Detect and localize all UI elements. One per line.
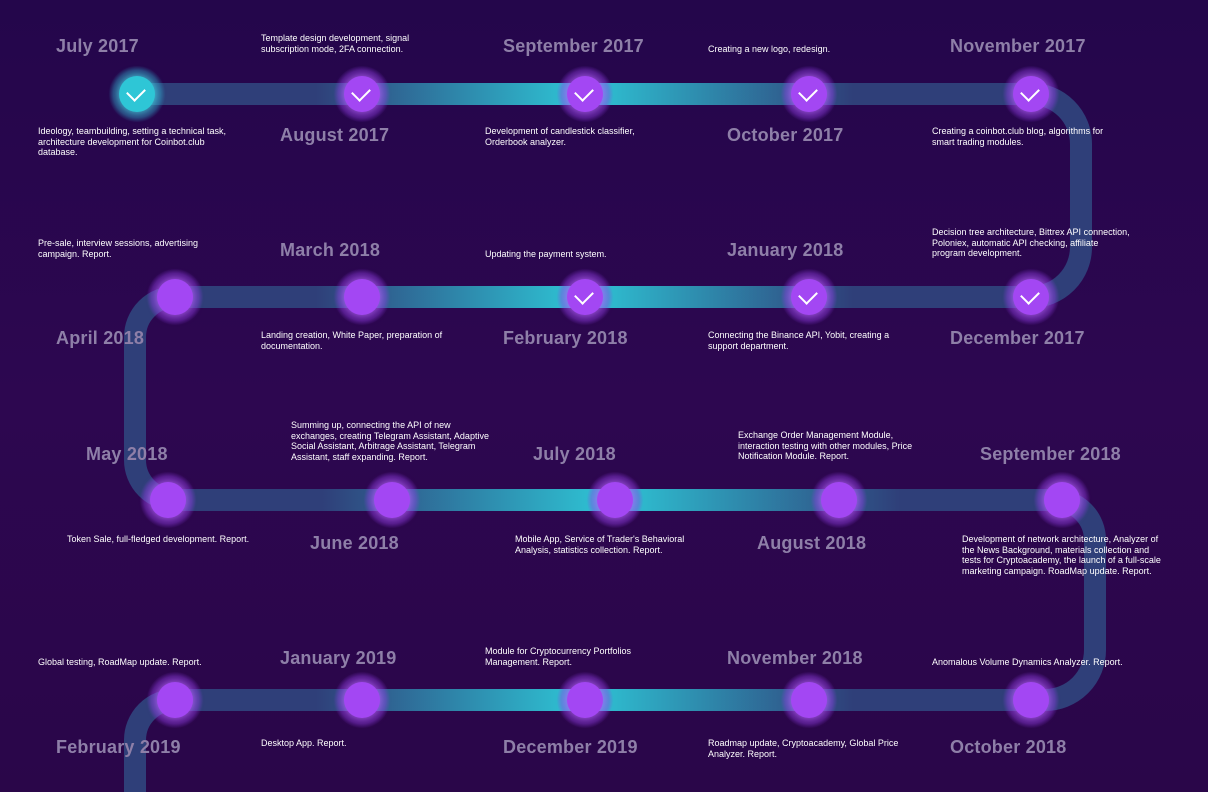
milestone-node-sep-2017[interactable] — [557, 66, 613, 122]
milestone-node-jul-2017[interactable] — [109, 66, 165, 122]
milestone-description-sep-2018: Development of network architecture, Ana… — [962, 534, 1161, 576]
milestone-node-jan-2018[interactable] — [781, 269, 837, 325]
milestone-dot — [344, 279, 380, 315]
milestone-description-jan-2019: Desktop App. Report. — [261, 738, 347, 748]
milestone-date-oct-2017: October 2017 — [727, 125, 844, 145]
milestone-description-apr-2018: Pre-sale, interview sessions, advertisin… — [38, 238, 199, 259]
milestone-date-sep-2017: September 2017 — [503, 36, 644, 56]
checkmark-icon — [574, 285, 594, 305]
milestone-date-mar-2018: March 2018 — [280, 240, 381, 260]
milestone-description-jan-2018: Connecting the Binance API, Yobit, creat… — [708, 330, 890, 351]
milestone-node-aug-2017[interactable] — [334, 66, 390, 122]
milestone-date-jul-2017: July 2017 — [56, 36, 139, 56]
milestone-date-jan-2019: January 2019 — [280, 648, 397, 668]
milestone-description-dec-2019: Module for Cryptocurrency Portfolios Man… — [485, 646, 632, 667]
milestone-dot — [567, 682, 603, 718]
milestone-node-dec-2017[interactable] — [1003, 269, 1059, 325]
milestone-date-aug-2017: August 2017 — [280, 125, 390, 145]
milestone-node-jun-2018[interactable] — [364, 472, 420, 528]
checkmark-icon — [126, 82, 146, 102]
milestone-node-mar-2018[interactable] — [334, 269, 390, 325]
milestone-dot — [791, 279, 827, 315]
milestone-date-aug-2018: August 2018 — [757, 533, 867, 553]
milestone-node-jul-2018[interactable] — [587, 472, 643, 528]
milestone-date-jan-2018: January 2018 — [727, 240, 844, 260]
milestone-dot — [821, 482, 857, 518]
milestone-description-mar-2018: Landing creation, White Paper, preparati… — [261, 330, 443, 351]
milestone-node-nov-2018[interactable] — [781, 672, 837, 728]
milestone-description-sep-2017: Development of candlestick classifier, O… — [485, 126, 635, 147]
milestone-dot — [1013, 682, 1049, 718]
milestone-date-jul-2018: July 2018 — [533, 444, 616, 464]
milestone-description-aug-2018: Exchange Order Management Module, intera… — [738, 430, 913, 461]
milestone-dot — [1044, 482, 1080, 518]
milestone-date-feb-2019: February 2019 — [56, 737, 181, 757]
checkmark-icon — [351, 82, 371, 102]
milestone-description-dec-2017: Decision tree architecture, Bittrex API … — [932, 227, 1130, 258]
milestone-node-dec-2019[interactable] — [557, 672, 613, 728]
milestone-date-nov-2017: November 2017 — [950, 36, 1086, 56]
milestone-dot — [1013, 76, 1049, 112]
milestone-description-feb-2018: Updating the payment system. — [485, 249, 607, 259]
milestone-node-oct-2017[interactable] — [781, 66, 837, 122]
milestone-description-may-2018: Token Sale, full-fledged development. Re… — [67, 534, 250, 544]
checkmark-icon — [798, 82, 818, 102]
milestone-description-jul-2017: Ideology, teambuilding, setting a techni… — [38, 126, 226, 157]
milestone-date-dec-2019: December 2019 — [503, 737, 638, 757]
milestone-node-sep-2018[interactable] — [1034, 472, 1090, 528]
checkmark-icon — [1020, 285, 1040, 305]
milestone-date-feb-2018: February 2018 — [503, 328, 628, 348]
milestone-dot — [791, 76, 827, 112]
milestone-dot — [119, 76, 155, 112]
milestone-dot — [344, 682, 380, 718]
milestone-description-nov-2017: Creating a coinbot.club blog, algorithms… — [932, 126, 1104, 147]
milestone-node-aug-2018[interactable] — [811, 472, 867, 528]
milestone-dot — [157, 279, 193, 315]
milestone-dot — [567, 76, 603, 112]
milestone-date-dec-2017: December 2017 — [950, 328, 1085, 348]
checkmark-icon — [798, 285, 818, 305]
milestone-dot — [567, 279, 603, 315]
milestone-node-feb-2018[interactable] — [557, 269, 613, 325]
milestone-node-feb-2019[interactable] — [147, 672, 203, 728]
milestone-date-apr-2018: April 2018 — [56, 328, 145, 348]
milestone-dot — [344, 76, 380, 112]
milestone-node-nov-2017[interactable] — [1003, 66, 1059, 122]
checkmark-icon — [1020, 82, 1040, 102]
milestone-date-jun-2018: June 2018 — [310, 533, 399, 553]
milestone-date-may-2018: May 2018 — [86, 444, 168, 464]
milestone-description-nov-2018: Roadmap update, Cryptoacademy, Global Pr… — [708, 738, 899, 759]
milestone-date-nov-2018: November 2018 — [727, 648, 863, 668]
milestone-dot — [150, 482, 186, 518]
milestone-dot — [374, 482, 410, 518]
milestone-dot — [1013, 279, 1049, 315]
milestone-description-feb-2019: Global testing, RoadMap update. Report. — [38, 657, 202, 667]
milestone-dot — [597, 482, 633, 518]
milestone-node-jan-2019[interactable] — [334, 672, 390, 728]
checkmark-icon — [574, 82, 594, 102]
milestone-description-oct-2018: Anomalous Volume Dynamics Analyzer. Repo… — [932, 657, 1123, 667]
milestone-date-oct-2018: October 2018 — [950, 737, 1067, 757]
milestone-description-aug-2017: Template design development, signal subs… — [261, 33, 410, 54]
milestone-description-jun-2018: Summing up, connecting the API of new ex… — [291, 420, 489, 462]
milestone-description-jul-2018: Mobile App, Service of Trader's Behavior… — [515, 534, 685, 555]
milestone-dot — [791, 682, 827, 718]
milestone-node-may-2018[interactable] — [140, 472, 196, 528]
milestone-date-sep-2018: September 2018 — [980, 444, 1121, 464]
milestone-node-oct-2018[interactable] — [1003, 672, 1059, 728]
milestone-dot — [157, 682, 193, 718]
milestone-node-apr-2018[interactable] — [147, 269, 203, 325]
milestone-description-oct-2017: Creating a new logo, redesign. — [708, 44, 831, 54]
